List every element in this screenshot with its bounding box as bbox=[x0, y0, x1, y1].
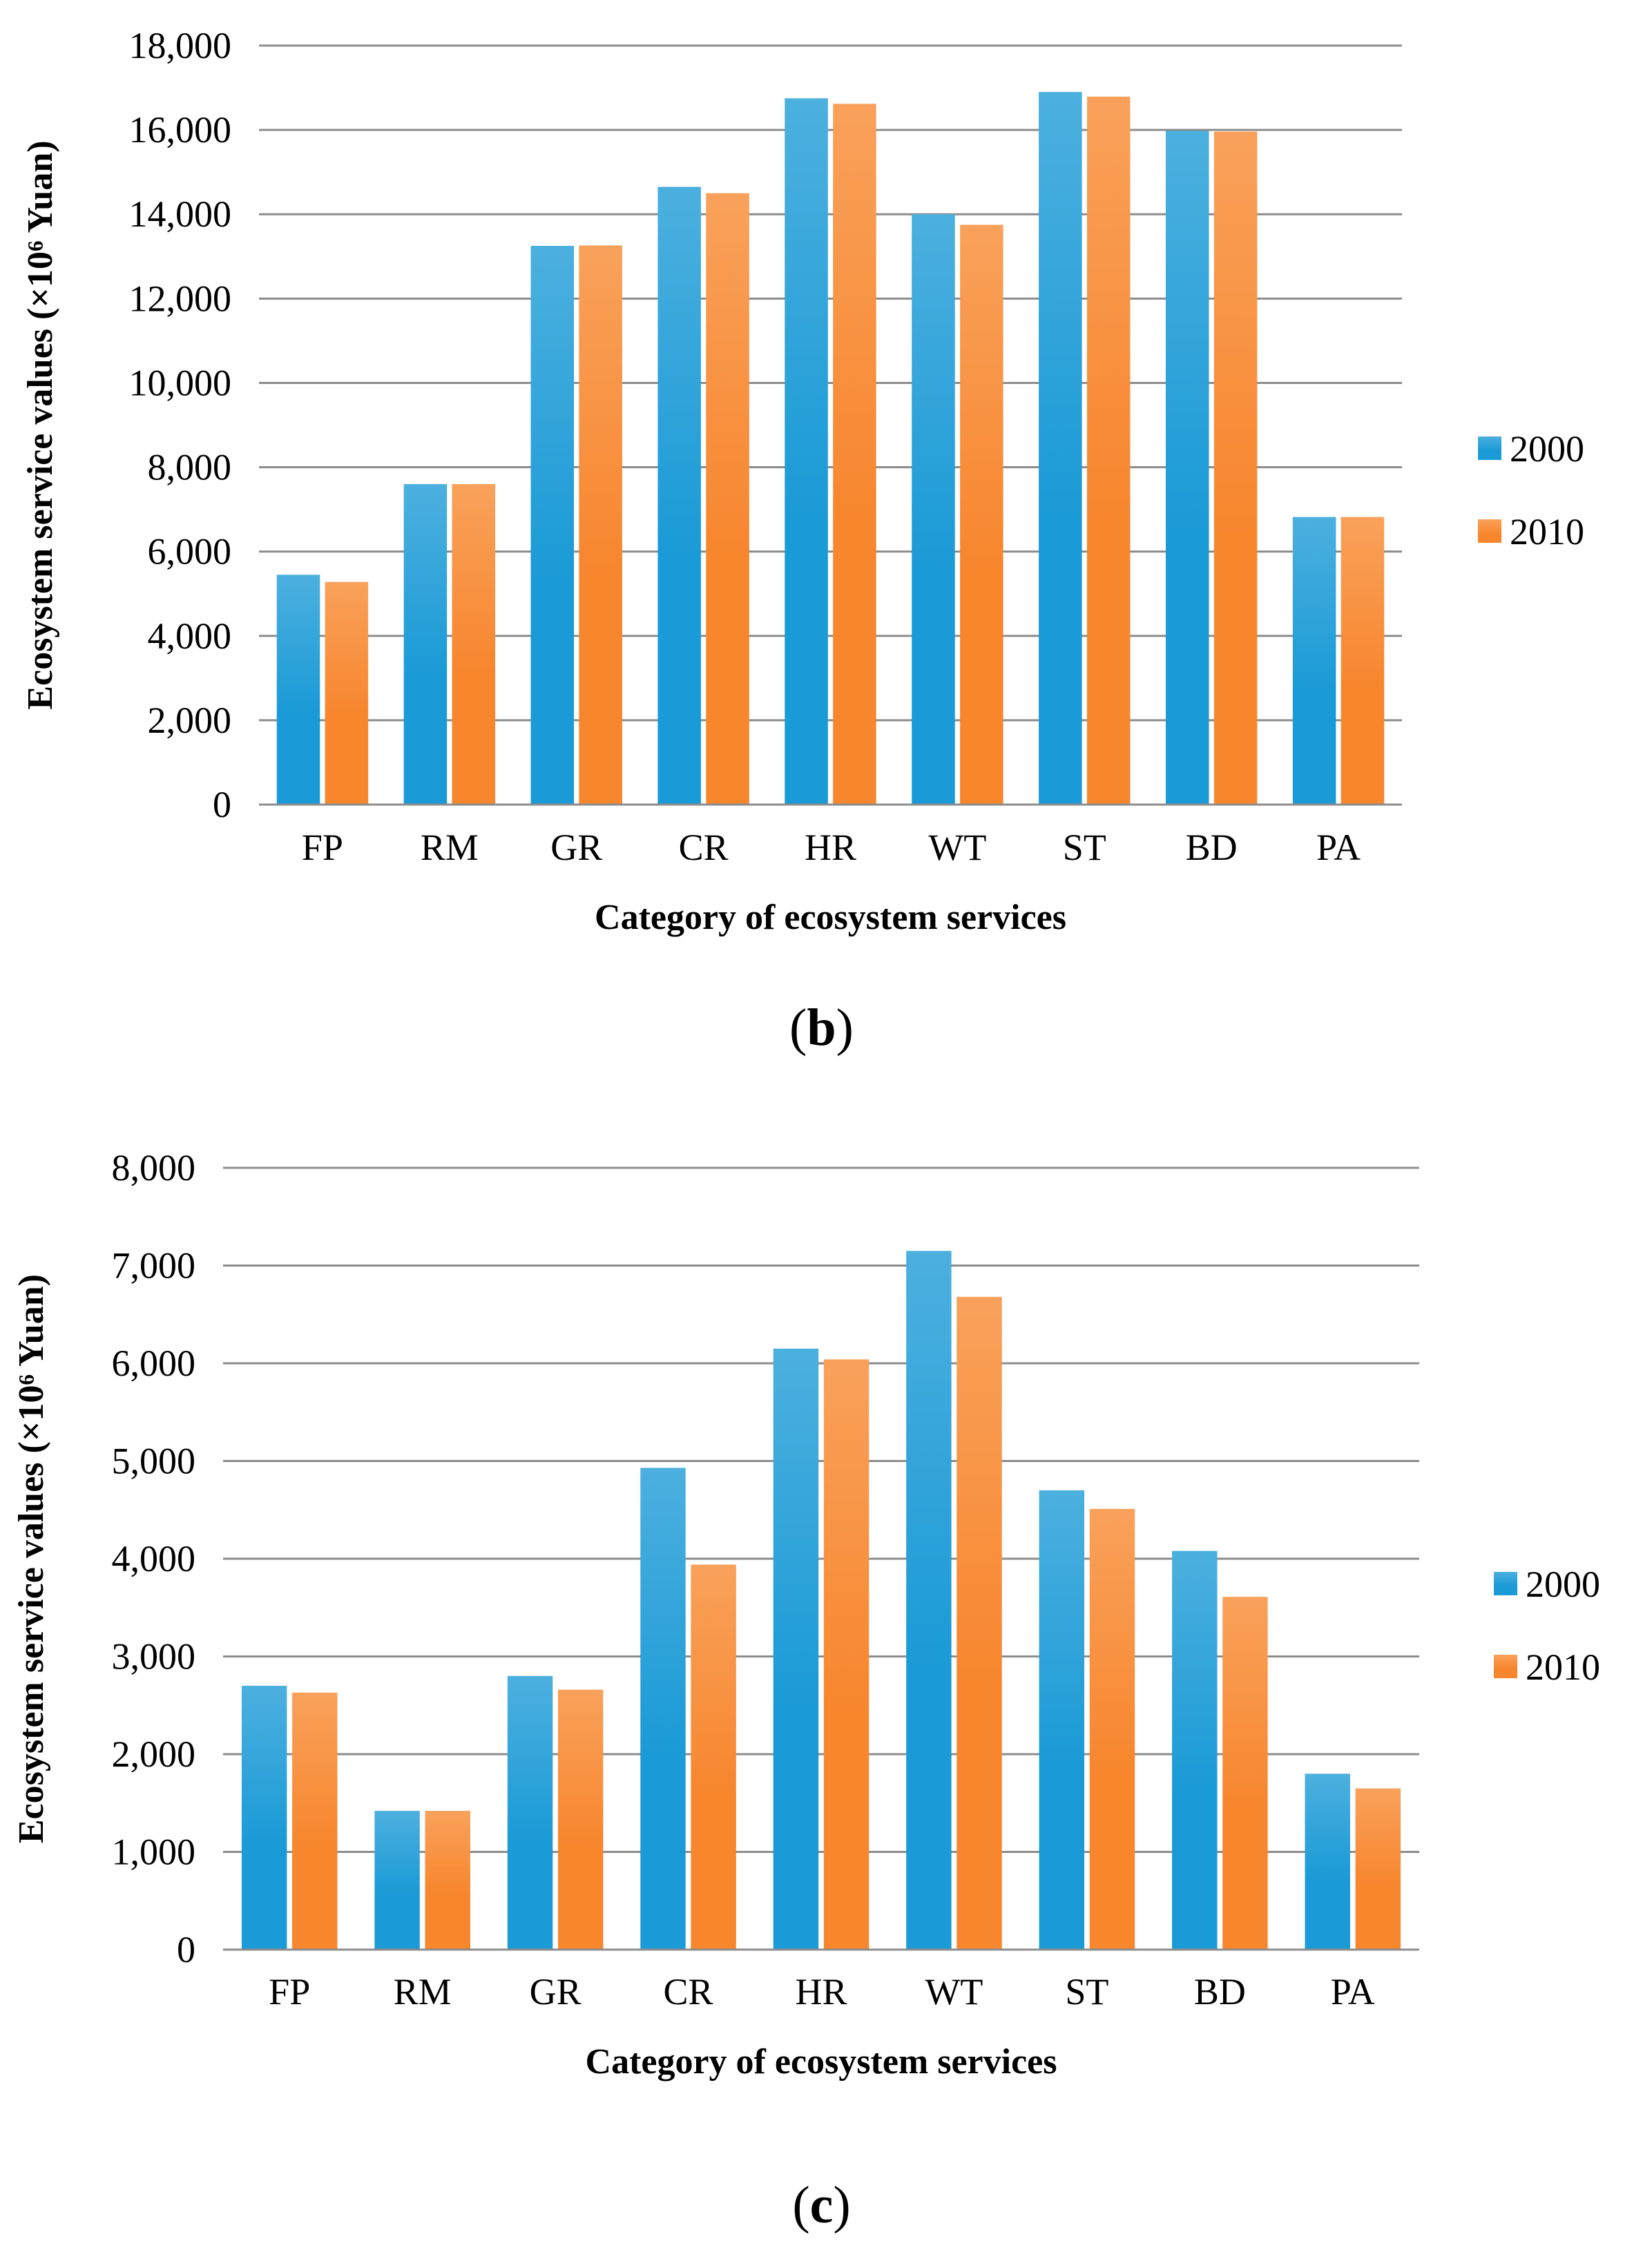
x-tick-label: GR bbox=[550, 827, 602, 868]
bar-fp-2010 bbox=[325, 582, 369, 805]
x-axis-title: Category of ecosystem services bbox=[595, 898, 1066, 937]
x-tick-label: PA bbox=[1316, 827, 1361, 868]
bar-st-2010 bbox=[1089, 1508, 1135, 1950]
bar-wt-2000 bbox=[906, 1251, 952, 1950]
y-tick-label: 2,000 bbox=[148, 700, 232, 741]
legend-label-2010: 2010 bbox=[1526, 1646, 1600, 1688]
y-axis-title: Ecosystem service values (×10⁶ Yuan) bbox=[21, 140, 60, 709]
bar-gr-2010 bbox=[579, 245, 622, 805]
bar-pa-2010 bbox=[1341, 517, 1385, 805]
x-tick-label: GR bbox=[530, 1971, 582, 2012]
y-tick-label: 14,000 bbox=[129, 193, 232, 235]
y-tick-label: 12,000 bbox=[129, 278, 232, 319]
y-tick-label: 2,000 bbox=[112, 1733, 196, 1775]
bar-fp-2010 bbox=[292, 1692, 338, 1950]
x-axis-title: Category of ecosystem services bbox=[586, 2042, 1057, 2082]
y-tick-label: 4,000 bbox=[112, 1538, 196, 1579]
panel-label-b: (b) bbox=[789, 999, 854, 1057]
chart-c-svg: 0 1,000 2,000 3,000 4,000 5,000 6,000 7,000 8,00… bbox=[12, 1147, 1600, 2082]
legend-swatch-2010 bbox=[1478, 519, 1501, 543]
bar-hr-2000 bbox=[785, 98, 828, 805]
y-tick-label: 18,000 bbox=[129, 25, 232, 66]
legend-label-2000: 2000 bbox=[1510, 428, 1584, 470]
bar-cr-2010 bbox=[706, 193, 749, 805]
bar-hr-2000 bbox=[773, 1348, 819, 1950]
legend-label-2000: 2000 bbox=[1526, 1564, 1600, 1605]
legend-swatch-2000 bbox=[1478, 436, 1501, 460]
x-tick-label: HR bbox=[805, 827, 856, 868]
chart-b: 0 2,000 4,000 6,000 8,000 10,000 12,000 14,000 1… bbox=[0, 0, 1643, 1077]
legend-swatch-2010 bbox=[1494, 1655, 1517, 1678]
x-tick-label: CR bbox=[664, 1971, 713, 2012]
bar-bd-2010 bbox=[1222, 1597, 1268, 1950]
bar-gr-2000 bbox=[507, 1675, 553, 1950]
bar-rm-2000 bbox=[374, 1811, 420, 1950]
panel-label-b-letter: b bbox=[807, 999, 836, 1057]
bar-st-2000 bbox=[1039, 92, 1082, 805]
bar-cr-2000 bbox=[657, 186, 701, 805]
bar-wt-2000 bbox=[912, 214, 955, 805]
y-tick-label: 4,000 bbox=[148, 615, 232, 657]
bar-hr-2010 bbox=[833, 104, 876, 805]
bar-bd-2000 bbox=[1165, 131, 1209, 805]
y-tick-label: 5,000 bbox=[112, 1441, 196, 1482]
y-axis-title: Ecosystem service values (×10⁶ Yuan) bbox=[12, 1274, 51, 1843]
chart-b-svg: 0 2,000 4,000 6,000 8,000 10,000 12,000 14,000 1… bbox=[21, 25, 1584, 937]
legend-label-2010: 2010 bbox=[1510, 511, 1584, 552]
chart-c: 0 1,000 2,000 3,000 4,000 5,000 6,000 7,000 8,00… bbox=[0, 1077, 1643, 2268]
bar-fp-2000 bbox=[276, 575, 320, 805]
bar-bd-2010 bbox=[1213, 131, 1258, 805]
bar-st-2000 bbox=[1039, 1490, 1085, 1950]
x-tick-label: BD bbox=[1194, 1971, 1246, 2012]
y-tick-label: 8,000 bbox=[148, 447, 232, 488]
x-tick-label: ST bbox=[1065, 1971, 1108, 2012]
bar-cr-2000 bbox=[640, 1468, 686, 1950]
bar-rm-2010 bbox=[452, 483, 496, 805]
bar-pa-2000 bbox=[1305, 1774, 1350, 1950]
y-tick-label: 6,000 bbox=[112, 1343, 196, 1384]
y-tick-label: 8,000 bbox=[112, 1147, 196, 1189]
x-tick-label: BD bbox=[1186, 827, 1238, 868]
bar-gr-2010 bbox=[557, 1689, 604, 1950]
bar-pa-2000 bbox=[1292, 517, 1336, 805]
x-tick-label: RM bbox=[394, 1971, 452, 2012]
x-tick-label: ST bbox=[1063, 827, 1106, 868]
bar-wt-2010 bbox=[960, 224, 1003, 805]
y-tick-label: 10,000 bbox=[129, 362, 232, 403]
y-tick-label: 1,000 bbox=[112, 1832, 196, 1873]
bar-gr-2000 bbox=[530, 246, 575, 805]
x-tick-label: WT bbox=[925, 1971, 983, 2012]
bar-rm-2000 bbox=[403, 483, 448, 805]
y-tick-label: 16,000 bbox=[129, 109, 232, 151]
x-tick-label: HR bbox=[795, 1971, 847, 2012]
bar-bd-2000 bbox=[1172, 1550, 1218, 1950]
x-tick-label: FP bbox=[302, 827, 343, 868]
x-tick-label: RM bbox=[421, 827, 479, 868]
bar-wt-2010 bbox=[957, 1296, 1002, 1950]
bar-fp-2000 bbox=[241, 1685, 287, 1950]
panel-label-c: (c) bbox=[792, 2176, 851, 2234]
x-tick-label: FP bbox=[269, 1971, 310, 2012]
y-tick-label: 0 bbox=[177, 1929, 195, 1970]
bar-pa-2010 bbox=[1355, 1788, 1401, 1950]
bar-hr-2010 bbox=[823, 1359, 869, 1950]
bar-cr-2010 bbox=[691, 1564, 736, 1950]
y-tick-label: 0 bbox=[213, 784, 231, 825]
y-tick-label: 6,000 bbox=[148, 531, 232, 573]
y-tick-label: 3,000 bbox=[112, 1636, 196, 1678]
x-tick-label: WT bbox=[928, 827, 986, 868]
x-tick-label: PA bbox=[1331, 1971, 1375, 2012]
legend-swatch-2000 bbox=[1494, 1572, 1517, 1595]
y-tick-label: 7,000 bbox=[112, 1245, 196, 1287]
x-tick-label: CR bbox=[679, 827, 729, 868]
bar-rm-2010 bbox=[425, 1811, 470, 1950]
panel-label-c-letter: c bbox=[809, 2176, 834, 2234]
bar-st-2010 bbox=[1086, 96, 1131, 805]
